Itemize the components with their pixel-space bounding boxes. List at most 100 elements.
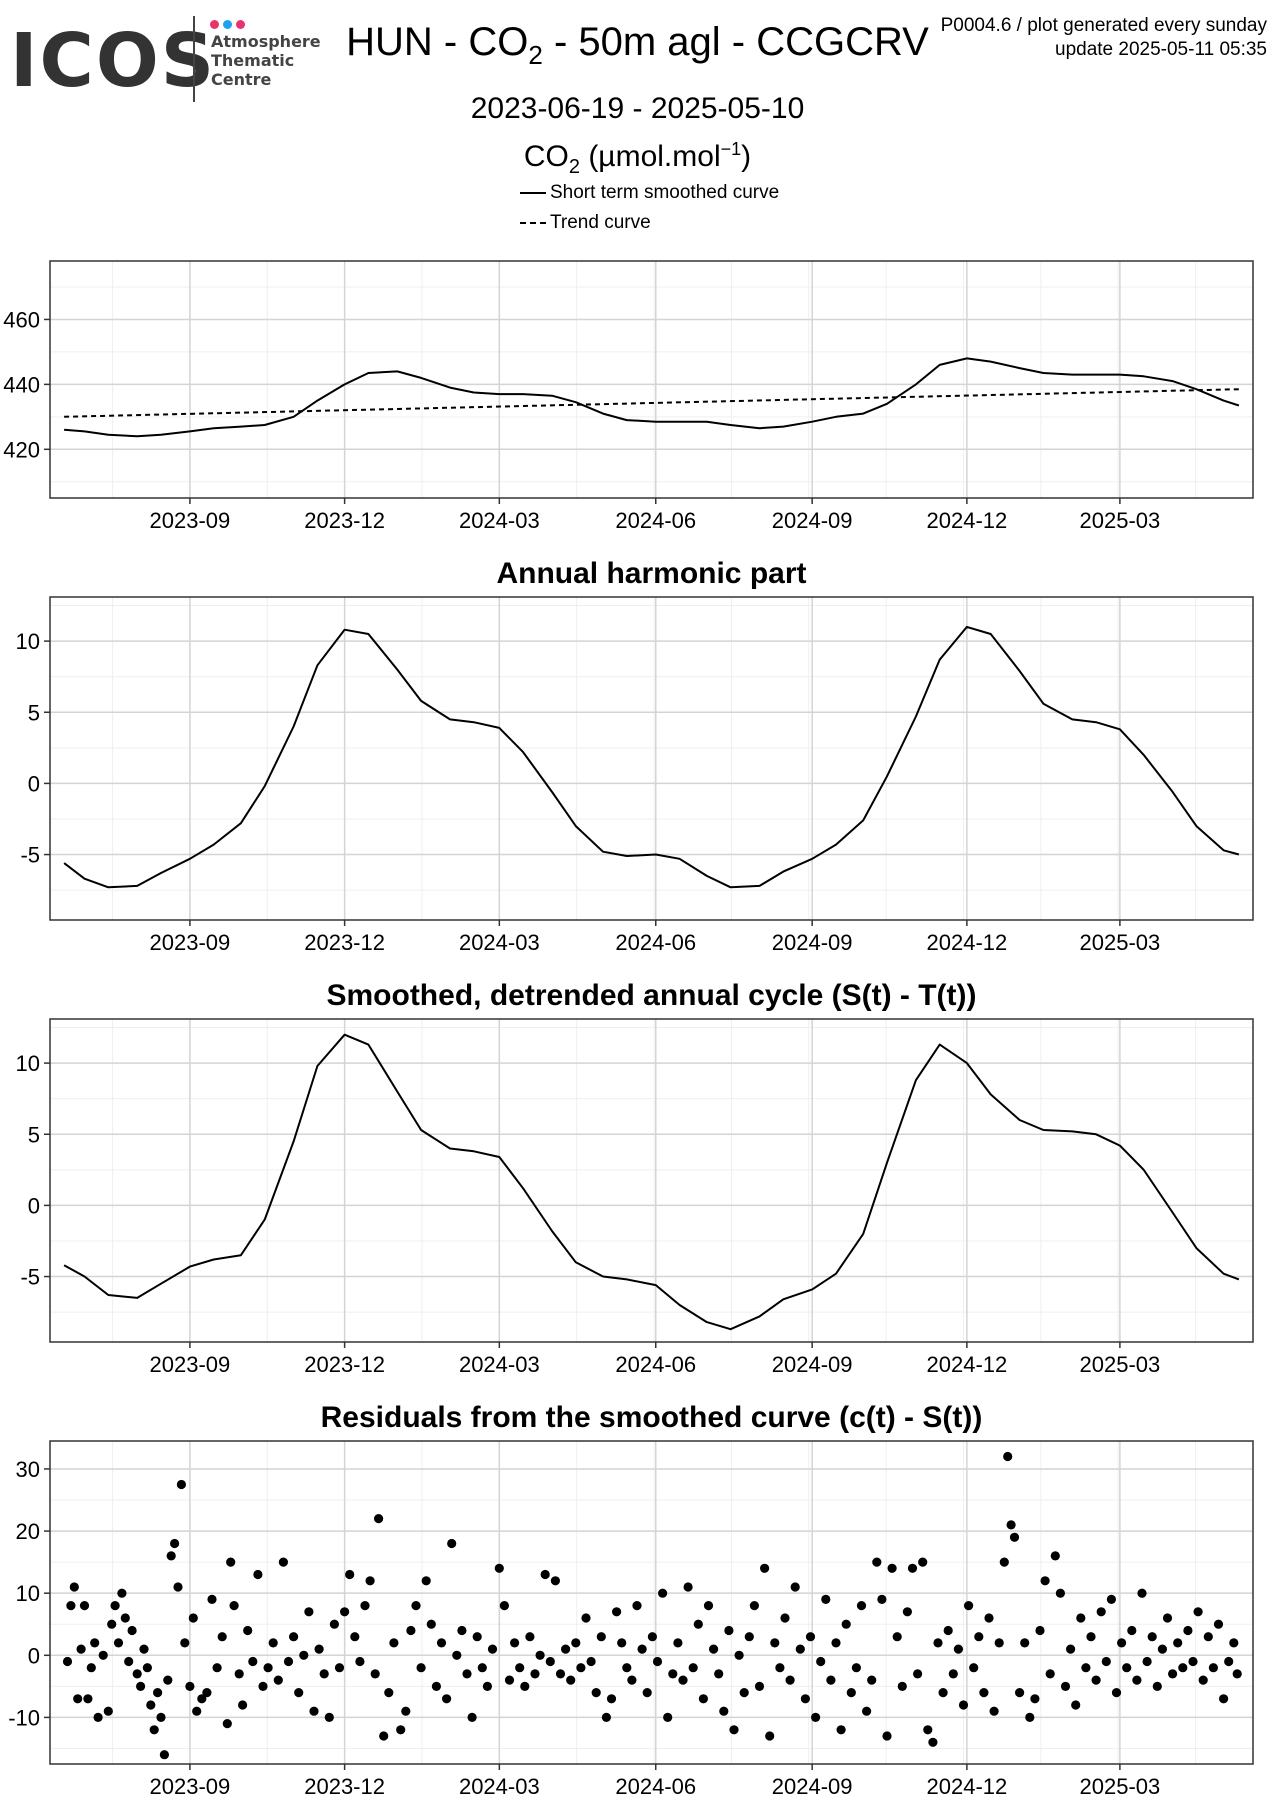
data-point bbox=[703, 1601, 714, 1611]
data-point bbox=[263, 1663, 273, 1673]
data-point bbox=[984, 1613, 994, 1623]
data-point bbox=[163, 1675, 173, 1685]
data-point bbox=[509, 1638, 520, 1648]
data-point bbox=[365, 1576, 375, 1586]
x-tick-label: 2024-03 bbox=[459, 1774, 540, 1799]
data-point bbox=[642, 1688, 652, 1698]
plot-border bbox=[49, 1440, 1254, 1765]
x-tick-label: 2023-12 bbox=[304, 1352, 385, 1377]
data-point bbox=[136, 1681, 146, 1691]
data-point bbox=[229, 1601, 239, 1611]
data-point bbox=[601, 1712, 612, 1722]
data-point bbox=[207, 1594, 217, 1604]
data-point bbox=[1045, 1669, 1055, 1679]
data-point bbox=[688, 1663, 698, 1673]
data-point bbox=[612, 1607, 622, 1617]
data-point bbox=[1050, 1551, 1060, 1561]
data-point bbox=[678, 1675, 688, 1685]
data-point bbox=[374, 1514, 384, 1524]
data-point bbox=[571, 1638, 581, 1648]
data-point bbox=[1111, 1688, 1122, 1698]
x-tick-label: 2024-12 bbox=[927, 508, 1008, 533]
data-point bbox=[714, 1669, 724, 1679]
data-point bbox=[928, 1737, 938, 1747]
data-point bbox=[627, 1675, 637, 1685]
data-point bbox=[734, 1650, 744, 1660]
data-point bbox=[953, 1644, 964, 1654]
panel-title: Residuals from the smoothed curve (c(t) … bbox=[321, 1401, 983, 1434]
data-point bbox=[258, 1681, 268, 1691]
data-point bbox=[159, 1750, 169, 1760]
x-tick-label: 2024-06 bbox=[615, 508, 696, 533]
data-point bbox=[811, 1712, 821, 1722]
data-point bbox=[515, 1663, 525, 1673]
x-tick-label: 2024-12 bbox=[927, 1774, 1008, 1799]
data-point bbox=[170, 1538, 180, 1549]
data-point bbox=[709, 1644, 719, 1654]
data-point bbox=[253, 1569, 263, 1580]
data-point bbox=[350, 1632, 360, 1642]
logo-dots bbox=[210, 16, 249, 34]
logo-subtitle: Atmosphere Thematic Centre bbox=[211, 32, 321, 89]
data-point bbox=[1183, 1625, 1193, 1636]
x-tick-label: 2023-09 bbox=[150, 508, 231, 533]
data-point bbox=[1178, 1663, 1188, 1673]
data-point bbox=[304, 1607, 314, 1617]
x-tick-label: 2025-03 bbox=[1080, 1352, 1161, 1377]
data-point bbox=[1117, 1638, 1127, 1648]
data-point bbox=[452, 1650, 462, 1660]
data-point bbox=[447, 1538, 457, 1549]
data-point bbox=[1040, 1576, 1050, 1586]
y-tick-label: 420 bbox=[3, 437, 40, 462]
series-line-2 bbox=[64, 388, 1239, 418]
data-point bbox=[729, 1725, 739, 1735]
data-point bbox=[739, 1688, 749, 1698]
data-point bbox=[379, 1731, 389, 1741]
data-point bbox=[530, 1669, 540, 1679]
data-point bbox=[146, 1700, 156, 1710]
data-point bbox=[596, 1632, 606, 1642]
data-point bbox=[805, 1632, 816, 1642]
y-tick-label: 30 bbox=[16, 1457, 40, 1482]
data-point bbox=[127, 1625, 137, 1636]
x-tick-label: 2025-03 bbox=[1080, 1774, 1161, 1799]
data-point bbox=[355, 1656, 365, 1667]
data-point bbox=[1055, 1588, 1065, 1598]
data-point bbox=[652, 1656, 663, 1667]
data-point bbox=[457, 1625, 467, 1636]
logo-divider bbox=[193, 16, 195, 102]
data-point bbox=[907, 1563, 918, 1573]
plot-border bbox=[49, 1018, 1254, 1343]
y-tick-label: 0 bbox=[28, 1193, 40, 1218]
data-point bbox=[1193, 1607, 1203, 1617]
data-point bbox=[421, 1576, 431, 1586]
data-point bbox=[760, 1563, 770, 1573]
logo-line-3: Centre bbox=[211, 70, 272, 89]
data-point bbox=[188, 1613, 198, 1623]
unit-mid: (µmol.mol bbox=[579, 140, 721, 173]
data-point bbox=[243, 1625, 253, 1636]
data-point bbox=[994, 1638, 1004, 1648]
data-point bbox=[1009, 1532, 1020, 1542]
data-point bbox=[765, 1731, 775, 1741]
data-point bbox=[1015, 1688, 1025, 1698]
data-point bbox=[273, 1675, 283, 1685]
data-point bbox=[153, 1688, 163, 1698]
data-point bbox=[79, 1601, 90, 1611]
page-title: HUN - CO2 - 50m agl - CCGCRV bbox=[0, 22, 1275, 68]
data-point bbox=[535, 1650, 545, 1660]
data-point bbox=[693, 1619, 703, 1629]
data-point bbox=[1162, 1613, 1173, 1623]
x-tick-label: 2023-12 bbox=[304, 930, 385, 955]
data-point bbox=[719, 1706, 729, 1716]
data-point bbox=[1132, 1675, 1142, 1685]
data-point bbox=[550, 1576, 561, 1586]
data-point bbox=[897, 1681, 907, 1691]
data-point bbox=[816, 1656, 826, 1667]
data-point bbox=[525, 1632, 535, 1642]
data-point bbox=[1147, 1632, 1157, 1642]
x-tick-label: 2024-06 bbox=[615, 930, 696, 955]
data-point bbox=[877, 1594, 887, 1604]
logo-dot-3 bbox=[236, 20, 245, 29]
